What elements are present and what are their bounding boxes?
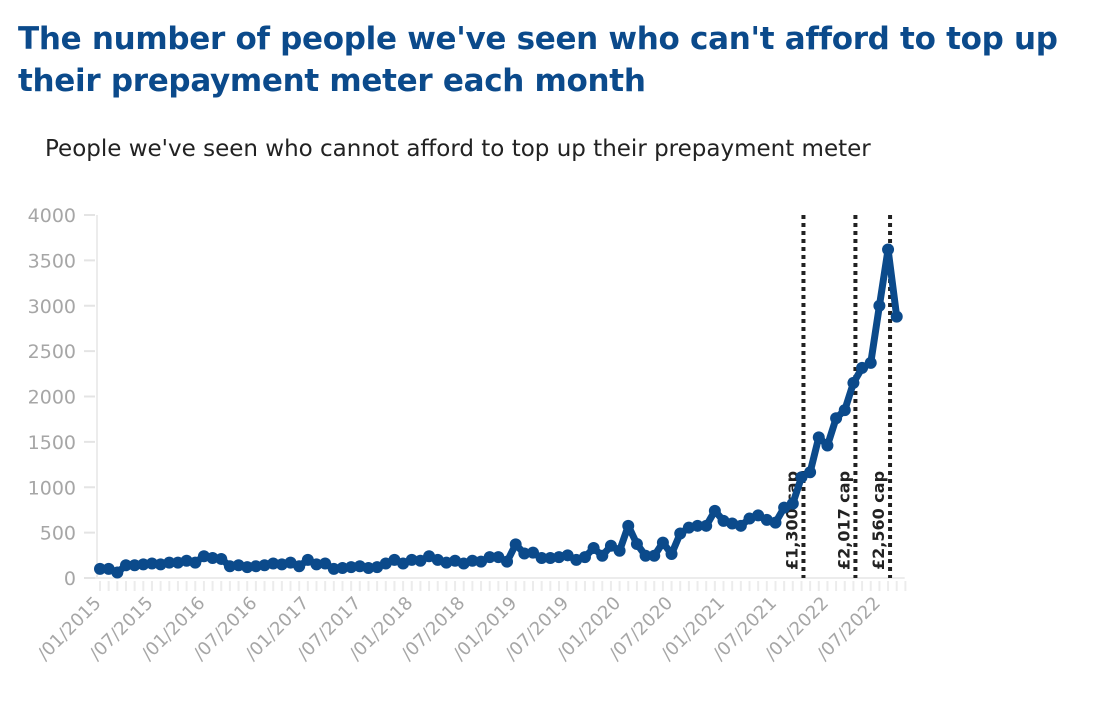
data-point[interactable] [362,562,375,575]
data-point[interactable] [674,527,687,540]
data-point[interactable] [804,466,817,479]
y-tick-label: 2500 [28,341,76,363]
data-point[interactable] [206,552,219,565]
data-point[interactable] [310,558,323,571]
data-point[interactable] [890,310,903,323]
data-point[interactable] [795,471,808,484]
data-point[interactable] [622,519,635,532]
data-point[interactable] [327,562,340,575]
data-point[interactable] [873,299,886,312]
data-point[interactable] [847,376,860,389]
data-point[interactable] [336,562,349,575]
data-point[interactable] [241,561,254,574]
data-point[interactable] [708,504,721,517]
data-point[interactable] [882,243,895,256]
data-point[interactable] [864,356,877,369]
y-tick-label: 500 [40,523,76,545]
data-point[interactable] [613,544,626,557]
data-point[interactable] [128,559,141,572]
data-point[interactable] [405,553,418,566]
cap-label: £2,017 cap [834,471,853,570]
data-point[interactable] [111,566,124,579]
y-tick-label: 3000 [28,296,76,318]
data-point[interactable] [267,557,280,570]
data-point[interactable] [691,519,704,532]
data-point[interactable] [830,412,843,425]
y-tick-label: 4000 [28,205,76,227]
data-point[interactable] [483,551,496,564]
data-point[interactable] [145,557,158,570]
cap-annotations: £1,300 cap £2,017 cap £2,560 cap [782,215,893,578]
data-point[interactable] [786,497,799,510]
data-point[interactable] [535,552,548,565]
axes: 05001000150020002500300035004000/01/2015… [28,205,907,665]
data-point[interactable] [189,556,202,569]
data-point[interactable] [501,555,514,568]
cap-label: £2,560 cap [869,471,888,570]
y-tick-label: 3500 [28,250,76,272]
data-point[interactable] [518,547,531,560]
data-point[interactable] [466,554,479,567]
data-point[interactable] [769,516,782,529]
data-point[interactable] [812,431,825,444]
chart-subtitle: People we've seen who cannot afford to t… [45,136,871,162]
chart-title: The number of people we've seen who can'… [18,21,1058,99]
data-point[interactable] [163,556,176,569]
data-point[interactable] [838,404,851,417]
data-point[interactable] [587,542,600,555]
data-point[interactable] [137,558,150,571]
y-tick-label: 2000 [28,387,76,409]
y-tick-label: 1000 [28,477,76,499]
data-point[interactable] [527,546,539,559]
data-point[interactable] [639,549,652,562]
data-point[interactable] [630,537,643,550]
y-tick-label: 0 [64,568,76,590]
data-point[interactable] [656,536,669,549]
data-point[interactable] [734,519,747,532]
data-point[interactable] [249,560,262,573]
data-point[interactable] [578,551,591,564]
data-point[interactable] [319,557,332,570]
data-point[interactable] [596,549,609,562]
series-line [94,243,903,579]
data-point[interactable] [604,539,617,552]
data-point[interactable] [223,560,236,573]
data-point[interactable] [700,519,713,532]
data-point[interactable] [856,361,869,374]
data-point[interactable] [215,552,228,565]
data-point[interactable] [648,549,661,562]
data-point[interactable] [345,561,358,574]
data-point[interactable] [821,439,834,452]
data-point[interactable] [665,547,678,560]
y-tick-label: 1500 [28,432,76,454]
data-point[interactable] [509,538,522,551]
data-point[interactable] [119,559,132,572]
data-point[interactable] [544,552,557,565]
data-point[interactable] [94,562,106,575]
data-point[interactable] [293,560,306,573]
